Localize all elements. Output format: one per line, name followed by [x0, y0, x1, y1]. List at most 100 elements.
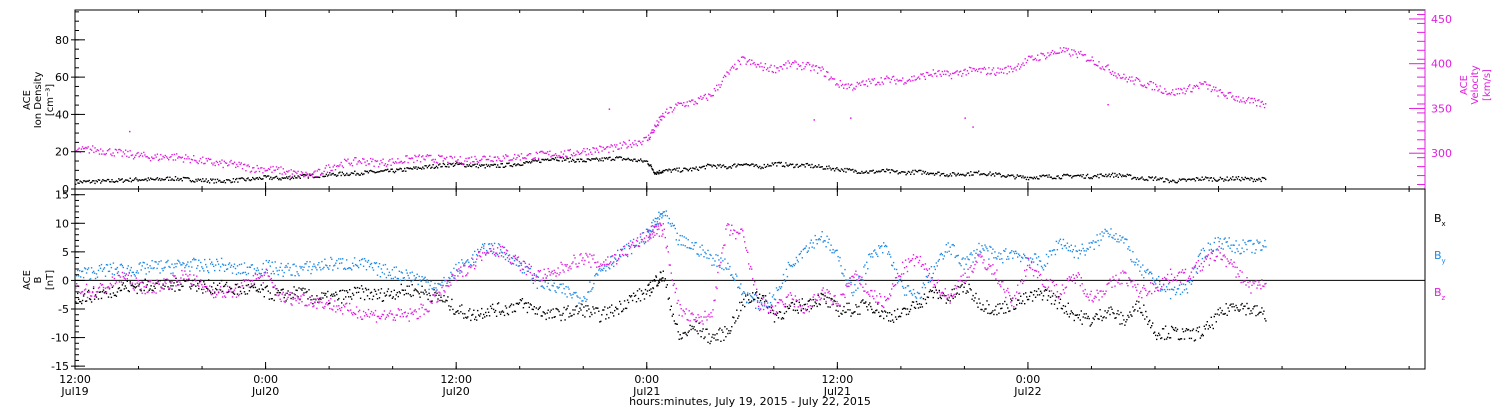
by-point — [390, 277, 393, 280]
bx-point — [705, 328, 707, 330]
by-point — [678, 239, 680, 241]
bx-point — [417, 291, 419, 293]
density-point — [484, 167, 486, 169]
velocity-point — [481, 158, 483, 160]
bx-point — [351, 298, 353, 300]
by-point — [1192, 268, 1195, 270]
by-point — [957, 254, 959, 257]
bz-point — [82, 294, 85, 296]
density-point — [604, 157, 607, 160]
density-point — [612, 158, 615, 161]
velocity-point — [1168, 92, 1170, 94]
density-point — [1101, 175, 1104, 177]
velocity-point — [1050, 51, 1052, 54]
velocity-point — [654, 124, 656, 126]
velocity-point — [1262, 103, 1265, 105]
velocity-point — [491, 160, 493, 162]
bx-point — [497, 302, 500, 304]
by-point — [167, 259, 169, 262]
bx-point — [577, 313, 579, 315]
density-point — [929, 172, 931, 175]
density-point — [611, 158, 613, 161]
density-point — [448, 166, 450, 168]
bx-point — [675, 323, 677, 325]
by-point — [658, 211, 660, 213]
bx-point — [549, 311, 551, 313]
bx-point — [665, 286, 667, 288]
velocity-point — [967, 72, 970, 75]
by-point — [707, 249, 709, 252]
velocity-point — [210, 158, 212, 160]
density-point — [349, 173, 351, 176]
velocity-point — [325, 164, 328, 167]
velocity-point — [865, 80, 868, 82]
by-point — [1099, 233, 1101, 235]
by-point — [1225, 241, 1227, 243]
density-point — [1016, 174, 1018, 176]
by-point — [161, 267, 163, 270]
by-point — [489, 248, 492, 250]
bx-point — [647, 284, 650, 286]
by-point — [281, 269, 283, 272]
by-point — [829, 249, 831, 251]
density-point — [713, 164, 716, 167]
velocity-point — [456, 160, 458, 162]
by-point — [1013, 250, 1015, 253]
bz-point — [204, 285, 206, 288]
by-point — [755, 307, 757, 309]
bx-point — [1179, 338, 1182, 340]
by-point — [424, 276, 426, 278]
by-point — [1243, 250, 1245, 253]
by-point — [539, 280, 541, 282]
bx-point — [740, 309, 742, 312]
bz-point — [86, 296, 89, 299]
by-point — [198, 259, 200, 261]
velocity-point — [861, 81, 863, 83]
velocity-point — [788, 62, 790, 64]
density-point — [368, 170, 371, 172]
density-point — [470, 165, 473, 168]
by-point — [649, 236, 651, 238]
by-point — [1003, 249, 1005, 252]
velocity-point — [575, 153, 577, 156]
density-point — [189, 179, 191, 182]
density-point — [733, 163, 735, 166]
velocity-point — [109, 148, 111, 150]
by-point — [1062, 238, 1065, 241]
velocity-point — [474, 155, 476, 158]
density-point — [328, 174, 330, 176]
bx-point — [739, 301, 741, 304]
density-point — [381, 170, 383, 172]
density-axis-title-line2: Ion Density — [33, 72, 44, 129]
by-point — [1091, 242, 1093, 244]
bx-point — [668, 297, 670, 299]
density-point — [581, 158, 583, 161]
bx-point — [346, 290, 348, 292]
by-point — [1227, 245, 1229, 247]
bx-point — [518, 302, 521, 304]
bx-point — [1166, 336, 1169, 338]
bx-point — [300, 288, 302, 290]
by-point — [979, 250, 981, 252]
velocity-point — [655, 125, 658, 127]
bz-point — [248, 286, 251, 288]
density-point — [779, 162, 781, 164]
density-point — [1026, 176, 1029, 178]
bz-point — [229, 288, 232, 291]
by-point — [749, 293, 751, 295]
velocity-point — [674, 107, 676, 109]
by-point — [409, 272, 411, 274]
by-point — [611, 264, 613, 266]
density-point — [240, 177, 242, 179]
density-point — [415, 166, 417, 168]
density-point — [818, 164, 820, 166]
bz-point — [212, 289, 214, 291]
bx-point — [388, 295, 391, 297]
density-point — [678, 167, 680, 169]
bz-point — [371, 314, 374, 316]
bx-point — [878, 311, 880, 314]
bz-point — [80, 292, 82, 295]
by-point — [267, 261, 269, 264]
bx-point — [864, 302, 866, 304]
density-point — [546, 158, 549, 160]
